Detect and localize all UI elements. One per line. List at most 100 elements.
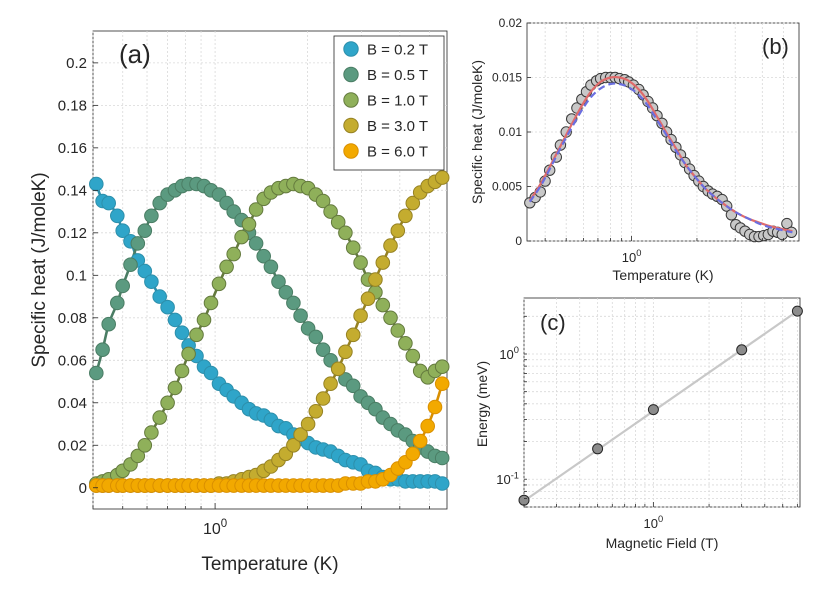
panel-a-label: (a)	[119, 39, 151, 69]
data-point	[293, 427, 308, 442]
y-tick-label: 0.08	[58, 310, 87, 327]
data-point	[263, 259, 279, 275]
data-point	[330, 214, 346, 230]
data-point	[189, 327, 204, 343]
data-point	[89, 176, 104, 192]
data-point	[353, 255, 368, 270]
x-tick-label: 100	[644, 514, 664, 531]
data-point	[353, 308, 368, 324]
data-point	[95, 342, 110, 358]
data-point	[736, 344, 748, 356]
y-tick-label: 0.005	[492, 180, 522, 194]
panel-c-axes-box	[523, 297, 801, 508]
panel-a-xlabel: Temperature (K)	[201, 554, 338, 575]
y-tick-label: 0.04	[58, 395, 87, 412]
panel-c: 10-1 100 100 (c) Magnetic Field (T) Energ…	[474, 297, 803, 551]
panel-a-x-ticks: 100	[92, 503, 430, 538]
data-point	[405, 446, 421, 462]
data-point	[375, 297, 391, 313]
legend-marker	[343, 66, 359, 83]
data-point	[791, 305, 803, 317]
data-point	[211, 276, 227, 292]
data-point	[203, 365, 219, 381]
data-point	[130, 236, 146, 251]
data-point	[427, 399, 443, 415]
data-point	[647, 404, 659, 416]
data-point	[293, 308, 308, 324]
data-point	[144, 274, 159, 290]
panel-b-grid	[527, 22, 799, 242]
y-tick-label: 0.015	[492, 71, 522, 85]
panel-a-legend: B = 0.2 T B = 0.5 T B = 1.0 T B = 3.0 T B = …	[333, 35, 445, 171]
data-point	[315, 193, 331, 209]
data-point	[434, 359, 450, 375]
data-point	[115, 223, 130, 238]
y-tick-label: 0.02	[58, 437, 87, 454]
y-tick-label: 10-1	[496, 470, 519, 487]
panel-a-ylabel: Specific heat (J/moleK)	[29, 172, 50, 367]
data-point	[167, 380, 183, 396]
fit-dashed	[528, 82, 793, 234]
panel-a: 00.020.040.060.080.10.120.140.160.180.2 …	[29, 30, 450, 575]
data-point	[144, 208, 159, 224]
data-point	[101, 195, 116, 211]
x-tick-label: 100	[203, 518, 227, 538]
data-point	[89, 365, 104, 381]
data-point	[383, 310, 398, 326]
panel-c-label: (c)	[540, 310, 566, 335]
data-point	[368, 272, 383, 287]
panel-b-xlabel: Temperature (K)	[612, 267, 713, 283]
y-tick-label: 0.1	[66, 267, 87, 284]
legend-label: B = 6.0 T	[367, 144, 428, 161]
panel-a-data-points	[89, 170, 450, 493]
data-point	[123, 257, 138, 273]
panel-c-fit-line	[523, 310, 798, 502]
legend-label: B = 0.5 T	[367, 67, 428, 84]
panel-b-label: (b)	[762, 34, 789, 59]
panel-b-ylabel: Specific heat (J/moleK)	[469, 60, 485, 204]
legend-marker	[343, 41, 359, 57]
data-point	[405, 195, 421, 211]
data-point	[315, 391, 331, 406]
data-point	[405, 348, 421, 364]
panel-b-x-ticks: 100	[544, 236, 784, 265]
y-tick-label: 0.14	[58, 182, 87, 199]
y-tick-label: 0.2	[66, 55, 87, 72]
data-point	[398, 336, 413, 351]
data-point	[345, 378, 361, 394]
data-point	[181, 346, 196, 362]
data-point	[256, 248, 272, 264]
data-point	[592, 443, 604, 455]
data-point	[130, 448, 146, 464]
panel-c-grid	[523, 298, 800, 508]
data-point	[330, 361, 346, 377]
data-point	[390, 323, 406, 338]
data-point	[160, 299, 175, 315]
data-point	[781, 217, 793, 230]
data-point	[286, 295, 301, 311]
data-point	[110, 295, 125, 311]
data-point	[390, 223, 406, 238]
legend-label: B = 0.2 T	[367, 42, 428, 59]
data-point	[300, 416, 316, 432]
data-point	[248, 202, 264, 217]
data-point	[167, 312, 183, 328]
data-point	[323, 376, 338, 392]
fit-line	[523, 310, 798, 502]
panel-c-y-ticks: 10-1 100	[496, 315, 527, 508]
y-tick-label: 0.12	[58, 225, 87, 242]
legend-label: B = 1.0 T	[367, 93, 428, 110]
panel-c-xlabel: Magnetic Field (T)	[606, 535, 719, 551]
data-point	[518, 494, 530, 506]
fit-solid	[528, 75, 793, 233]
y-tick-label: 0	[79, 480, 87, 497]
panel-b: 0 0.005 0.01 0.015 0.02 100 (b) Temperature …	[469, 16, 800, 283]
data-point	[174, 363, 190, 379]
data-point	[137, 263, 153, 279]
data-point	[241, 217, 257, 232]
data-point	[434, 376, 450, 392]
y-tick-label: 0.06	[58, 352, 87, 369]
data-point	[412, 433, 428, 449]
data-point	[338, 344, 353, 360]
